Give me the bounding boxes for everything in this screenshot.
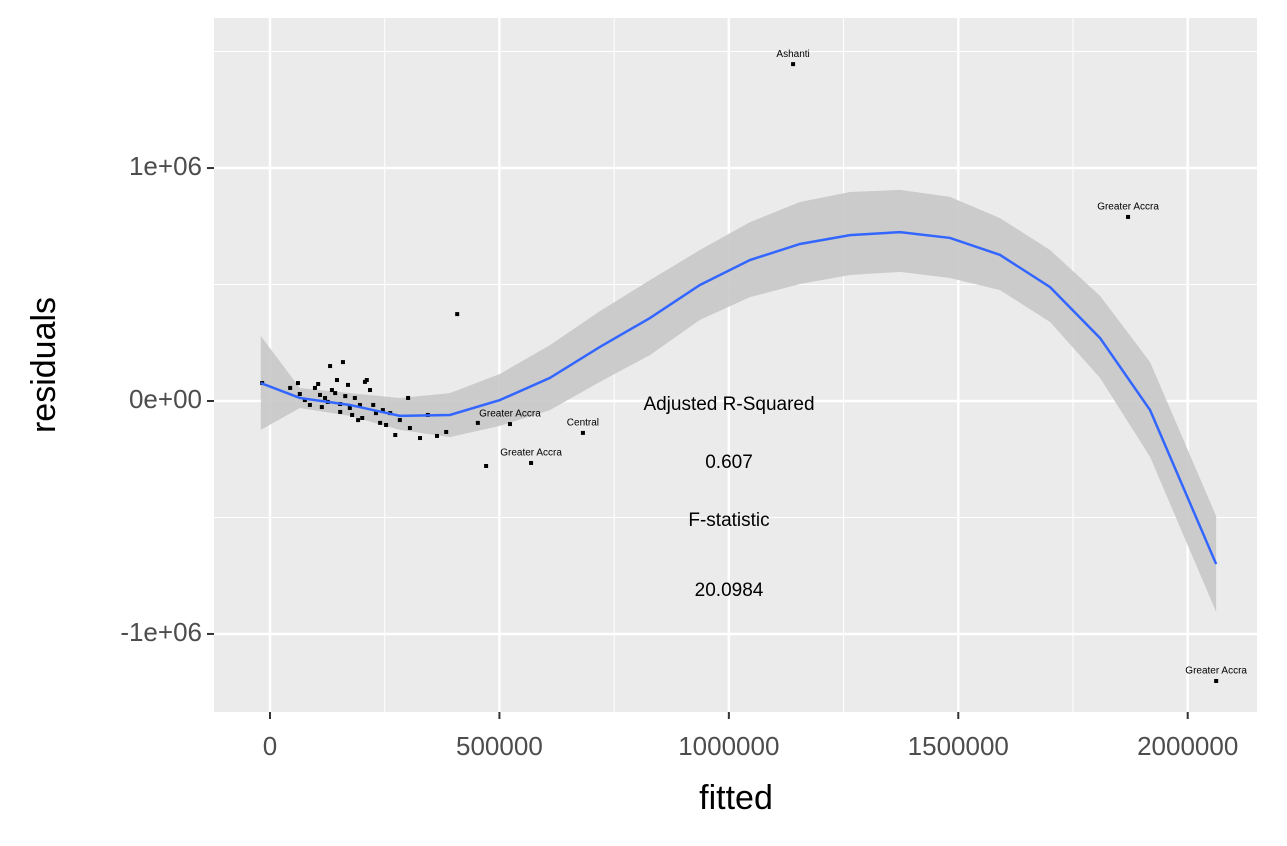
data-point (288, 385, 293, 390)
data-point (580, 430, 585, 435)
data-point (295, 381, 300, 386)
data-point (319, 405, 324, 410)
data-point (435, 433, 440, 438)
x-tick-label: 2000000 (1137, 731, 1238, 761)
data-point (347, 405, 352, 410)
data-point (302, 398, 307, 403)
data-point (380, 408, 385, 413)
data-point (333, 391, 338, 396)
data-point (360, 415, 365, 420)
data-point (328, 364, 333, 369)
plot-panel (214, 18, 1257, 712)
data-point (371, 402, 376, 407)
y-axis-title: residuals (25, 297, 63, 433)
data-point (484, 463, 489, 468)
confidence-band (260, 189, 1217, 613)
data-point (338, 409, 343, 414)
data-point (340, 360, 345, 365)
data-point (316, 381, 321, 386)
point-label: Greater Accra (500, 448, 562, 459)
point-label: Greater Accra (479, 409, 541, 420)
data-point (475, 420, 480, 425)
annotation: F-statistic (688, 510, 769, 531)
data-point (384, 422, 389, 427)
data-point (350, 412, 355, 417)
x-tick-label: 0 (263, 731, 277, 761)
x-axis-title: fitted (699, 779, 773, 817)
y-tick-label: -1e+06 (120, 617, 202, 647)
data-point (312, 385, 317, 390)
data-point (406, 395, 411, 400)
data-point (343, 394, 348, 399)
data-point (378, 420, 383, 425)
y-tick-label: 1e+06 (129, 151, 202, 181)
data-point (507, 422, 512, 427)
data-point (317, 392, 322, 397)
point-label: Ashanti (776, 49, 809, 60)
data-point (1214, 679, 1219, 684)
data-point (345, 382, 350, 387)
data-point (334, 378, 339, 383)
y-tick-label: 0e+00 (129, 384, 202, 414)
data-point (529, 460, 534, 465)
x-tick-label: 1500000 (908, 731, 1009, 761)
data-point (356, 418, 361, 423)
data-point (357, 402, 362, 407)
data-point (455, 312, 460, 317)
data-point (307, 402, 312, 407)
point-label: Greater Accra (1185, 666, 1247, 677)
data-point (368, 388, 373, 393)
x-tick-label: 1000000 (678, 731, 779, 761)
point-label: Central (567, 418, 599, 429)
data-point (791, 62, 796, 67)
data-point (1126, 214, 1131, 219)
data-point (397, 418, 402, 423)
smooth-line (260, 230, 1218, 565)
data-point (407, 426, 412, 431)
data-point (329, 388, 334, 393)
data-point (373, 411, 378, 416)
data-point (444, 429, 449, 434)
data-point (393, 433, 398, 438)
data-point (352, 395, 357, 400)
annotation: 20.0984 (695, 580, 764, 601)
data-point (418, 436, 423, 441)
x-tick-label: 500000 (456, 731, 543, 761)
annotation: Adjusted R-Squared (643, 394, 814, 415)
annotation: 0.607 (705, 452, 753, 473)
point-label: Greater Accra (1097, 202, 1159, 213)
data-point (364, 378, 369, 383)
data-point (297, 392, 302, 397)
data-point (323, 395, 328, 400)
